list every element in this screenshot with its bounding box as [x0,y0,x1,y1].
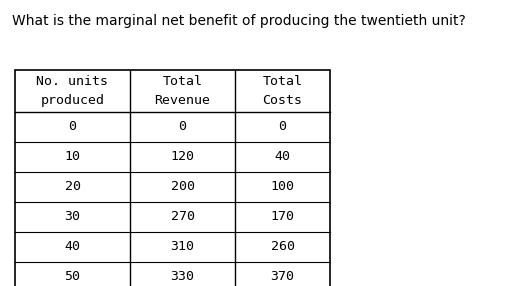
Text: 10: 10 [64,150,81,164]
Text: Revenue: Revenue [155,94,210,107]
Text: 0: 0 [178,120,187,134]
Text: Total: Total [263,75,303,88]
Text: 0: 0 [68,120,77,134]
Text: 200: 200 [170,180,195,194]
Text: 260: 260 [271,241,295,253]
Text: 330: 330 [170,271,195,283]
Text: Costs: Costs [263,94,303,107]
Text: 170: 170 [271,210,295,223]
Text: 40: 40 [64,241,81,253]
Text: produced: produced [41,94,104,107]
Text: 100: 100 [271,180,295,194]
Text: 370: 370 [271,271,295,283]
Text: 50: 50 [64,271,81,283]
Bar [15,70,330,286]
Text: Total: Total [163,75,202,88]
Text: 120: 120 [170,150,195,164]
Text: 0: 0 [278,120,286,134]
Text: What is the marginal net benefit of producing the twentieth unit?: What is the marginal net benefit of prod… [12,14,466,28]
Text: 40: 40 [274,150,291,164]
Text: 270: 270 [170,210,195,223]
Text: 310: 310 [170,241,195,253]
Text: 30: 30 [64,210,81,223]
Text: No. units: No. units [37,75,108,88]
Text: 20: 20 [64,180,81,194]
